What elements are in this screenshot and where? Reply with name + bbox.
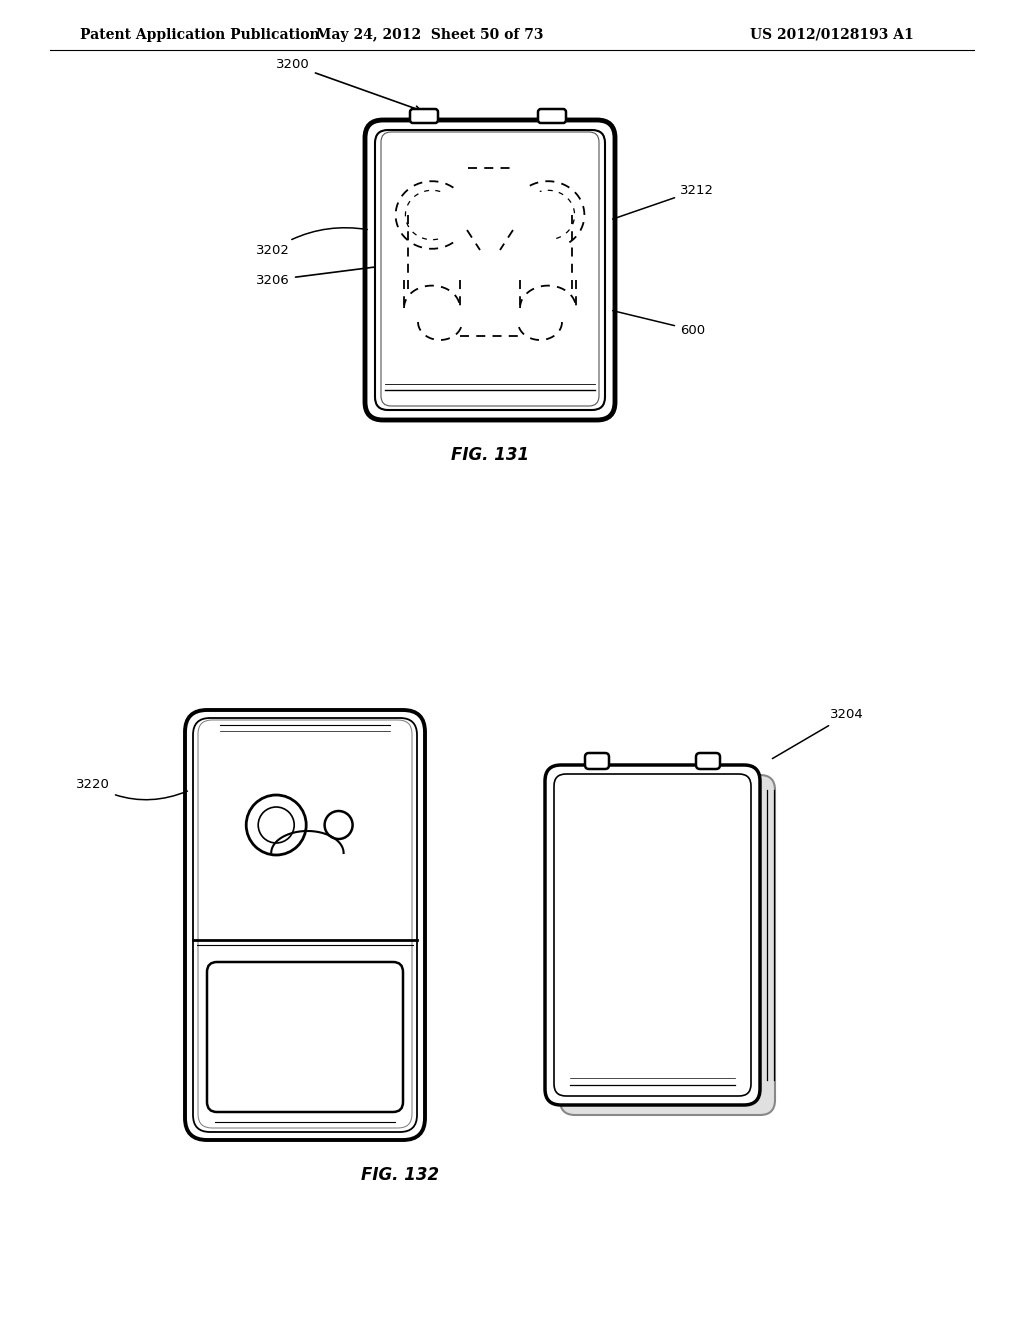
FancyBboxPatch shape — [207, 962, 403, 1111]
FancyBboxPatch shape — [554, 774, 751, 1096]
Text: 3220: 3220 — [76, 779, 187, 800]
FancyBboxPatch shape — [381, 132, 599, 407]
Text: FIG. 131: FIG. 131 — [451, 446, 529, 465]
Text: 600: 600 — [612, 310, 706, 337]
Text: 3200: 3200 — [276, 58, 421, 111]
Text: May 24, 2012  Sheet 50 of 73: May 24, 2012 Sheet 50 of 73 — [316, 28, 544, 42]
Text: US 2012/0128193 A1: US 2012/0128193 A1 — [750, 28, 913, 42]
FancyBboxPatch shape — [538, 110, 566, 123]
FancyBboxPatch shape — [560, 775, 775, 1115]
FancyBboxPatch shape — [185, 710, 425, 1140]
Text: FIG. 132: FIG. 132 — [360, 1166, 439, 1184]
Text: 3202: 3202 — [256, 228, 368, 256]
FancyBboxPatch shape — [696, 752, 720, 770]
FancyBboxPatch shape — [193, 718, 417, 1133]
Text: 3206: 3206 — [256, 259, 425, 286]
Text: 3204: 3204 — [772, 709, 864, 759]
Text: 3212: 3212 — [612, 183, 714, 219]
Text: Patent Application Publication: Patent Application Publication — [80, 28, 319, 42]
FancyBboxPatch shape — [545, 766, 760, 1105]
FancyBboxPatch shape — [585, 752, 609, 770]
FancyBboxPatch shape — [198, 719, 412, 1129]
FancyBboxPatch shape — [410, 110, 438, 123]
FancyBboxPatch shape — [365, 120, 615, 420]
FancyBboxPatch shape — [375, 129, 605, 411]
